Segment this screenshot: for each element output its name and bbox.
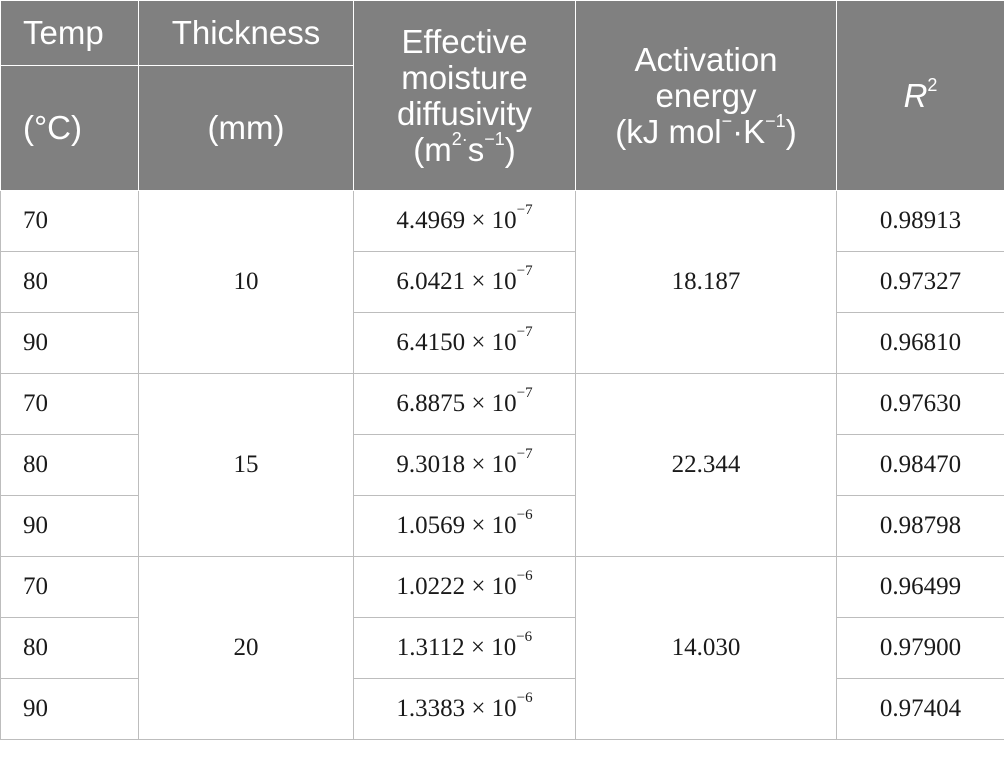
temp-cell: 70 — [0, 556, 139, 618]
unit-sup: 2· — [451, 128, 468, 149]
diffusivity-cell: 1.0569 × 10−6 — [353, 495, 576, 557]
diffusivity-cell: 1.0222 × 10−6 — [353, 556, 576, 618]
diffusivity-mantissa: 6.0421 × 10 — [396, 268, 517, 295]
thickness-cell: 20 — [138, 556, 354, 740]
temp-cell: 70 — [0, 373, 139, 435]
temp-cell: 70 — [0, 190, 139, 252]
header-diffusivity-line3: diffusivity — [396, 94, 533, 132]
diffusivity-mantissa: 1.0222 × 10 — [396, 573, 517, 600]
temp-cell: 80 — [0, 434, 139, 496]
diffusivity-cell: 1.3383 × 10−6 — [353, 678, 576, 740]
diffusivity-mantissa: 4.4969 × 10 — [396, 207, 517, 234]
table-row: 90 1.3383 × 10−6 0.97404 — [0, 678, 1004, 740]
diffusivity-exponent: −7 — [516, 324, 533, 340]
unit-part: ·K — [732, 112, 766, 150]
table-row: 90 6.4150 × 10−7 0.96810 — [0, 312, 1004, 374]
diffusivity-mantissa: 6.4150 × 10 — [396, 329, 517, 356]
temp-cell: 80 — [0, 617, 139, 679]
header-diffusivity-line1: Effective — [401, 22, 528, 60]
diffusivity-cell: 1.3112 × 10−6 — [353, 617, 576, 679]
header-activation-energy: Activation energy (kJ mol−·K−1) — [575, 0, 837, 191]
header-activation-unit: (kJ mol−·K−1) — [582, 110, 830, 150]
diffusivity-exponent: −7 — [516, 202, 533, 218]
table-header: Temp Thickness Effective moisture diffus… — [0, 0, 1004, 191]
activation-energy-cell: 14.030 — [575, 556, 837, 740]
r-squared-cell: 0.96810 — [836, 312, 1004, 374]
diffusivity-cell: 9.3018 × 10−7 — [353, 434, 576, 496]
diffusivity-table: Temp Thickness Effective moisture diffus… — [0, 0, 1004, 740]
header-thickness: Thickness — [138, 0, 354, 66]
r-squared-cell: 0.97327 — [836, 251, 1004, 313]
diffusivity-exponent: −7 — [516, 385, 533, 401]
diffusivity-cell: 6.0421 × 10−7 — [353, 251, 576, 313]
unit-part: (kJ mol — [615, 112, 722, 150]
table-row: 70 20 1.0222 × 10−6 14.030 0.96499 — [0, 556, 1004, 740]
diffusivity-mantissa: 1.3383 × 10 — [396, 695, 517, 722]
r-squared-cell: 0.98470 — [836, 434, 1004, 496]
unit-sup: − — [721, 110, 733, 131]
diffusivity-exponent: −6 — [516, 568, 533, 584]
thickness-cell: 15 — [138, 373, 354, 557]
r-squared-cell: 0.98913 — [836, 190, 1004, 252]
r-squared-cell: 0.97630 — [836, 373, 1004, 435]
diffusivity-mantissa: 9.3018 × 10 — [396, 451, 517, 478]
diffusivity-cell: 6.8875 × 10−7 — [353, 373, 576, 435]
activation-energy-cell: 18.187 — [575, 190, 837, 374]
diffusivity-cell: 4.4969 × 10−7 — [353, 190, 576, 252]
header-activation-line2: energy — [655, 76, 757, 114]
diffusivity-exponent: −6 — [516, 507, 533, 523]
r-squared-cell: 0.96499 — [836, 556, 1004, 618]
header-temp-unit: (°C) — [0, 65, 139, 191]
temp-cell: 90 — [0, 312, 139, 374]
header-row-1: Temp Thickness Effective moisture diffus… — [0, 0, 1004, 191]
diffusivity-mantissa: 1.3112 × 10 — [396, 634, 517, 661]
diffusivity-exponent: −6 — [516, 690, 533, 706]
r2-sup: 2 — [927, 74, 938, 95]
r-squared-cell: 0.97900 — [836, 617, 1004, 679]
diffusivity-mantissa: 1.0569 × 10 — [396, 512, 517, 539]
temp-cell: 90 — [0, 678, 139, 740]
unit-part: (m — [413, 130, 452, 168]
unit-sup: −1 — [484, 128, 505, 149]
temp-cell: 90 — [0, 495, 139, 557]
header-diffusivity-line2: moisture — [401, 58, 528, 96]
header-row-2: (°C) (mm) — [0, 65, 1004, 191]
diffusivity-cell: 6.4150 × 10−7 — [353, 312, 576, 374]
table-row: 90 1.0569 × 10−6 0.98798 — [0, 495, 1004, 557]
table-row: 70 15 6.8875 × 10−7 22.344 0.97630 — [0, 373, 1004, 557]
unit-part: s — [467, 130, 485, 168]
diffusivity-exponent: −7 — [516, 446, 533, 462]
unit-part: ) — [785, 112, 797, 150]
header-activation-line1: Activation — [634, 40, 778, 78]
diffusivity-exponent: −7 — [516, 263, 533, 279]
table-body: 70 10 4.4969 × 10−7 18.187 0.98913 80 6.0421 ×… — [0, 190, 1004, 740]
header-diffusivity-unit: (m2·s−1) — [360, 128, 569, 168]
thickness-cell: 10 — [138, 190, 354, 374]
activation-energy-cell: 22.344 — [575, 373, 837, 557]
header-r-squared: R2 — [836, 0, 1004, 191]
diffusivity-exponent: −6 — [516, 629, 533, 645]
table-row: 80 9.3018 × 10−7 0.98470 — [0, 434, 1004, 496]
r-squared-cell: 0.97404 — [836, 678, 1004, 740]
temp-cell: 80 — [0, 251, 139, 313]
unit-sup: −1 — [765, 110, 786, 131]
unit-part: ) — [504, 130, 516, 168]
header-thickness-unit: (mm) — [138, 65, 354, 191]
r2-base: R — [903, 76, 928, 114]
diffusivity-mantissa: 6.8875 × 10 — [396, 390, 517, 417]
r-squared-cell: 0.98798 — [836, 495, 1004, 557]
table-row: 70 10 4.4969 × 10−7 18.187 0.98913 — [0, 190, 1004, 374]
header-temp: Temp — [0, 0, 139, 66]
header-diffusivity: Effective moisture diffusivity (m2·s−1) — [353, 0, 576, 191]
